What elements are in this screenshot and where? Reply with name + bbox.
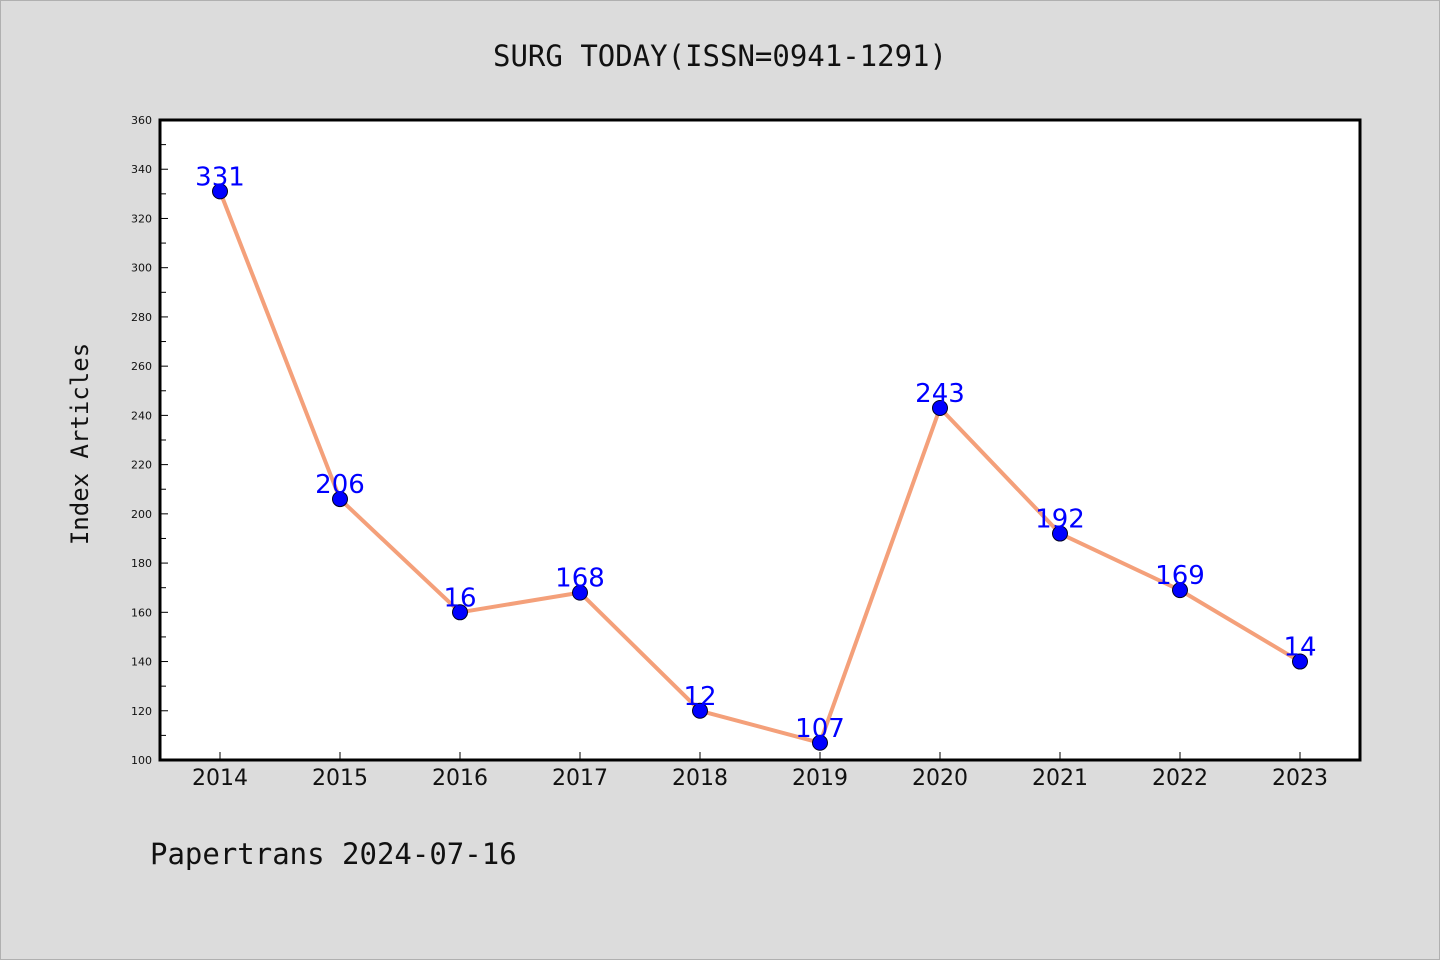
data-point [452,604,468,621]
data-label: 331 [195,162,245,192]
x-axis: 2014 2015 2016 2017 2018 2019 2020 2021 2022 2023 [192,752,1328,791]
y-tick-label: 340 [131,163,152,176]
data-label: 206 [315,470,365,500]
y-axis-label: Index Articles [66,343,94,545]
y-tick-label: 360 [131,114,152,127]
x-tick-label: 2022 [1152,766,1208,791]
data-label: 16 [443,583,476,613]
y-tick-label: 220 [131,459,152,472]
data-label: 192 [1035,505,1085,535]
data-point [1052,525,1068,542]
y-tick-label: 300 [131,262,152,275]
chart-title: SURG TODAY(ISSN=0941-1291) [493,39,947,73]
y-tick-label: 260 [131,360,152,373]
data-point [692,702,708,719]
data-point [812,734,828,751]
data-markers [212,183,1308,751]
y-tick-label: 140 [131,656,152,669]
data-label: 169 [1155,561,1205,591]
y-tick-label: 180 [131,557,152,570]
plot-area [158,118,1362,762]
x-tick-label: 2018 [672,766,728,791]
x-tick-label: 2016 [432,766,488,791]
data-point [212,183,228,200]
data-point [572,584,588,601]
y-tick-label: 200 [131,508,152,521]
x-tick-label: 2019 [792,766,848,791]
series-line [218,190,1302,745]
y-tick-label: 240 [131,409,152,422]
x-tick-label: 2020 [912,766,968,791]
y-tick-label: 100 [131,754,152,767]
data-point [1172,582,1188,599]
data-label: 12 [683,682,716,712]
x-tick-label: 2023 [1272,766,1328,791]
y-axis: 100 120 140 160 180 200 220 240 260 280 300 320 340 3… [131,114,168,767]
data-label: 243 [915,379,965,409]
x-tick-label: 2017 [552,766,608,791]
y-tick-label: 160 [131,606,152,619]
y-tick-label: 320 [131,212,152,225]
data-label: 107 [795,714,845,744]
data-label: 168 [555,564,605,594]
footer-text: Papertrans 2024-07-16 [150,837,517,871]
data-point [1292,653,1308,670]
data-label: 14 [1283,633,1316,663]
y-tick-label: 280 [131,311,152,324]
x-tick-label: 2014 [192,766,248,791]
data-point [332,491,348,508]
x-tick-label: 2021 [1032,766,1088,791]
y-tick-label: 120 [131,705,152,718]
data-labels: 331 206 16 168 12 107 243 192 169 14 [195,162,1316,743]
data-point [932,400,948,416]
x-tick-label: 2015 [312,766,368,791]
